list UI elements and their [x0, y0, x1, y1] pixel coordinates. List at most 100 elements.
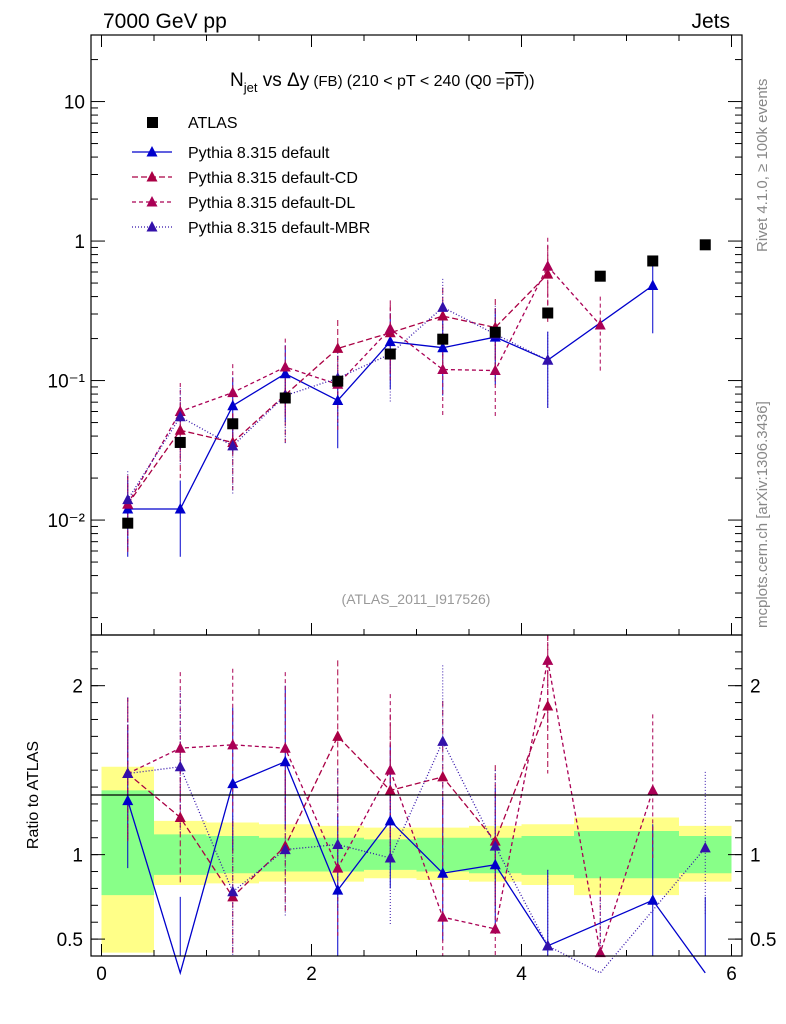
title-fb: (FB): [309, 73, 347, 90]
atlas-point-11: [699, 239, 711, 251]
main-point-0-6: [437, 341, 449, 353]
title-pt: pT: [505, 73, 524, 90]
ratio-point-2-3: [279, 742, 291, 753]
main-point-2-2: [227, 386, 239, 398]
y-tick-label: 1: [74, 232, 85, 253]
ratio-point-2-6: [437, 911, 449, 922]
main-point-2-3: [279, 361, 291, 372]
ratio-point-3-7: [489, 840, 501, 851]
main-point-2-7: [489, 364, 501, 376]
main-point-0-2: [227, 399, 239, 411]
legend-marker-2: [146, 196, 158, 207]
x-tick-label: 0: [96, 964, 107, 985]
main-line-3: [127, 306, 549, 501]
y-tick-label: 10⁻²: [48, 511, 86, 532]
title-jet-subscript: jet: [243, 80, 258, 95]
ratio-ylabel: Ratio to ATLAS: [25, 741, 42, 849]
ratio-bands: [101, 766, 732, 953]
main-point-2-5: [384, 322, 396, 334]
ratio-point-0-6: [437, 867, 449, 878]
atlas-point-1: [174, 436, 186, 448]
title-vs: vs: [257, 70, 287, 91]
ratio-point-2-7: [489, 922, 501, 934]
ratio-point-3-6: [437, 735, 449, 746]
atlas-point-9: [594, 270, 606, 282]
category-label: Jets: [691, 10, 730, 33]
ratio-point-0-3: [279, 755, 291, 767]
main-point-3-6: [437, 301, 449, 312]
legend-atlas-marker: [147, 117, 158, 128]
main-line-2: [127, 265, 601, 505]
ratio-band-green: [101, 790, 732, 896]
main-point-0-10: [647, 279, 659, 291]
main-line-0: [127, 284, 654, 510]
legend-marker-3: [146, 221, 158, 232]
x-tick-label: 2: [306, 964, 317, 985]
ratio-point-3-0: [122, 767, 134, 779]
atlas-point-0: [122, 517, 134, 529]
title-range: (210 < pT < 240 (Q0 =: [347, 73, 505, 90]
main-line-1: [127, 273, 549, 505]
ratio-point-3-1: [174, 760, 186, 772]
atlas-point-6: [437, 333, 449, 345]
legend-marker-0: [146, 146, 158, 157]
data-markers: [122, 239, 711, 958]
legend-marker-1: [146, 171, 158, 182]
legend-label-1: Pythia 8.315 default-CD: [188, 170, 358, 187]
ratio-point-0-10: [647, 894, 659, 905]
atlas-point-5: [384, 348, 396, 360]
atlas-point-4: [332, 375, 344, 387]
main-point-3-8: [542, 354, 554, 365]
main-point-1-4: [332, 342, 344, 353]
ratio-point-3-4: [332, 838, 344, 849]
ratio-tick-label-right: 2: [750, 677, 761, 698]
main-point-0-3: [279, 367, 291, 379]
title-n: N: [230, 70, 244, 91]
rivet-label: Rivet 4.1.0, ≥ 100k events: [754, 79, 771, 252]
main-point-3-1: [174, 410, 186, 422]
legend-label-3: Pythia 8.315 default-MBR: [188, 220, 370, 237]
y-tick-label: 10: [64, 93, 85, 114]
series-lines: [127, 265, 706, 976]
energy-label: 7000 GeV pp: [103, 10, 227, 33]
ratio-point-3-8: [542, 939, 554, 951]
plot-title: Njet vs Δy (FB) (210 < pT < 240 (Q0 =pT)…: [230, 70, 535, 95]
ratio-point-0-5: [384, 814, 396, 826]
main-point-1-1: [174, 424, 186, 435]
atlas-point-8: [542, 307, 554, 319]
ratio-point-0-7: [489, 858, 501, 870]
main-point-0-1: [174, 503, 186, 514]
ratio-point-0-0: [122, 794, 134, 806]
ratio-point-0-2: [227, 777, 239, 789]
ratio-point-2-1: [174, 742, 186, 753]
ratio-point-3-11: [699, 841, 711, 853]
main-point-1-8: [542, 268, 554, 279]
x-tick-label: 6: [726, 964, 737, 985]
ratio-point-1-1: [174, 811, 186, 822]
atlas-point-2: [227, 418, 239, 430]
ratio-point-0-4: [332, 884, 344, 895]
legend-label-0: Pythia 8.315 default: [188, 145, 330, 162]
ratio-line-1: [127, 705, 549, 898]
ratio-point-3-5: [384, 852, 396, 863]
main-point-3-2: [227, 439, 239, 451]
main-point-2-8: [542, 260, 554, 271]
ratio-point-2-4: [332, 862, 344, 873]
ratio-point-2-9: [594, 946, 606, 958]
main-point-2-1: [174, 405, 186, 417]
atlas-point-3: [279, 392, 291, 404]
ratio-point-2-2: [227, 738, 239, 750]
main-point-1-6: [437, 310, 449, 321]
ratio-tick-label-left: 1: [72, 846, 83, 867]
main-point-3-0: [122, 493, 134, 505]
ratio-line-2: [127, 660, 654, 953]
main-point-2-9: [594, 319, 606, 330]
main-point-0-4: [332, 394, 344, 405]
axis-ticks: 0 2 4 6 10⁻² 10⁻¹ 1 10 0.5 0.5 1 1 2 2: [48, 34, 776, 985]
ratio-tick-label-left: 2: [72, 677, 83, 698]
main-point-0-5: [384, 335, 396, 347]
ratio-tick-label-right: 0.5: [750, 930, 776, 951]
x-tick-label: 4: [516, 964, 527, 985]
